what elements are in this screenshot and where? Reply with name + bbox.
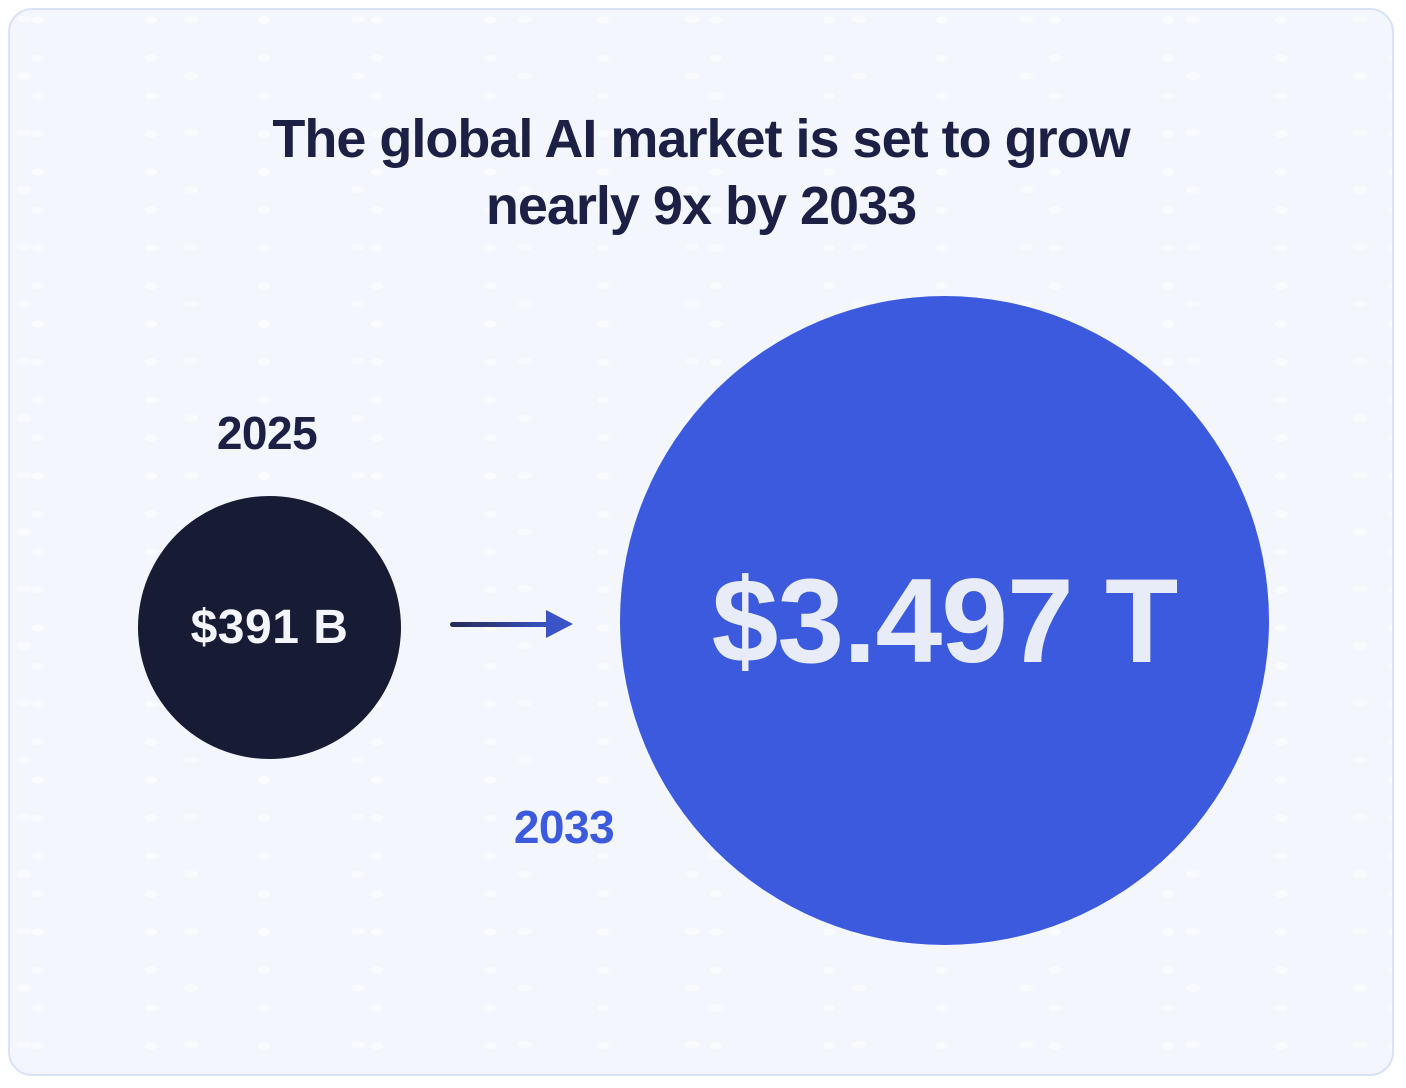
chart-title-line2: nearly 9x by 2033 <box>485 176 917 236</box>
bubble-2025-value: $391 B <box>190 601 349 654</box>
bubble-2033: $3.497 T <box>620 296 1269 945</box>
chart-title-line1: The global AI market is set to grow <box>272 109 1130 169</box>
year-label-2025: 2025 <box>216 407 318 459</box>
chart-title: The global AI market is set to grow near… <box>10 106 1392 240</box>
arrow-head <box>546 610 573 638</box>
arrow-right-icon <box>450 610 574 638</box>
year-label-2033: 2033 <box>513 801 615 853</box>
infographic-card: The global AI market is set to grow near… <box>8 8 1394 1076</box>
bubble-2025: $391 B <box>138 496 401 759</box>
arrow-line <box>450 622 550 627</box>
bubble-2033-value: $3.497 T <box>711 553 1179 688</box>
